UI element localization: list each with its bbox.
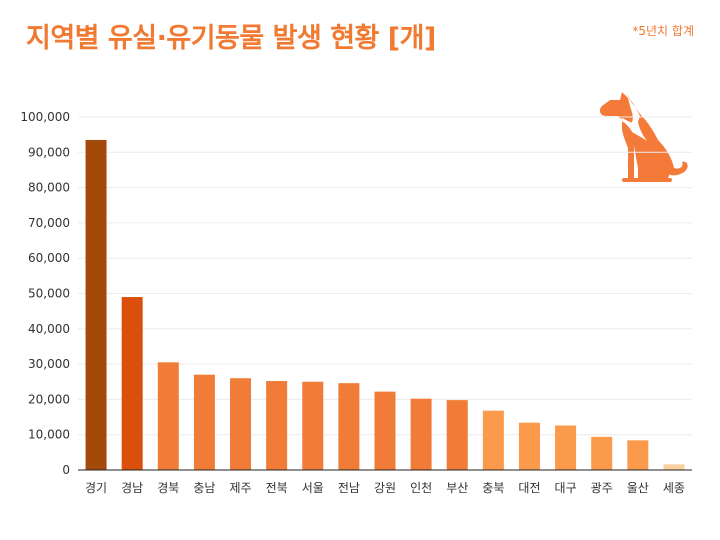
x-category-label: 서울 [302, 481, 324, 495]
x-category-label: 대전 [518, 481, 540, 495]
x-category-label: 세종 [663, 481, 685, 495]
bar-서울 [302, 381, 324, 470]
y-axis-ticks: 0 10,000 20,000 30,000 40,000 50,000 60,000 70,… [20, 110, 70, 477]
bar-제주 [230, 378, 252, 470]
x-category-label: 경북 [157, 481, 179, 495]
y-tick-label: 20,000 [28, 392, 70, 406]
bar-경기 [85, 139, 107, 470]
y-tick-label: 10,000 [28, 428, 70, 442]
x-category-label: 인천 [410, 480, 432, 495]
gridlines [78, 116, 692, 436]
dog-icon [599, 92, 688, 182]
x-category-label: 충북 [482, 481, 504, 495]
chart-title: 지역별 유실·유기동물 발생 현황 [개] [26, 23, 436, 54]
bar-세종 [663, 464, 685, 470]
x-category-label: 전북 [266, 481, 288, 495]
bar-경남 [121, 297, 143, 470]
y-tick-label: 80,000 [28, 181, 70, 195]
footnote: *5년치 합계 [632, 24, 694, 38]
y-tick-label: 60,000 [28, 251, 70, 265]
y-tick-label: 40,000 [28, 322, 70, 336]
y-tick-label: 100,000 [20, 110, 70, 124]
y-tick-label: 30,000 [28, 357, 70, 371]
bar-대전 [518, 422, 540, 470]
bar-충남 [193, 374, 215, 470]
bar-인천 [410, 398, 432, 470]
bar-전남 [338, 383, 360, 470]
bar-울산 [627, 440, 649, 470]
bar-부산 [446, 400, 468, 470]
bar-강원 [374, 391, 396, 470]
bar-대구 [555, 425, 577, 470]
x-category-label: 강원 [374, 481, 396, 495]
bar-광주 [591, 436, 613, 470]
x-category-label: 광주 [591, 481, 613, 495]
x-category-label: 전남 [338, 481, 360, 495]
bar-경북 [157, 362, 179, 470]
x-category-label: 경기 [85, 481, 107, 495]
bar-충북 [482, 410, 504, 470]
x-axis-labels: 경기 경남 경북 충남 제주 전북 서울 전남 강원 인천 부산 충북 대전 대구 광주 울산 세종 [85, 480, 685, 495]
y-tick-label: 0 [62, 463, 70, 477]
x-category-label: 부산 [446, 481, 468, 495]
x-category-label: 대구 [555, 481, 577, 495]
y-tick-label: 70,000 [28, 216, 70, 230]
x-category-label: 울산 [627, 481, 649, 495]
x-category-label: 충남 [193, 481, 215, 495]
x-category-label: 경남 [121, 481, 143, 495]
bars [85, 139, 685, 470]
y-tick-label: 50,000 [28, 287, 70, 301]
bar-전북 [266, 381, 288, 470]
y-tick-label: 90,000 [28, 145, 70, 159]
x-category-label: 제주 [229, 481, 251, 495]
